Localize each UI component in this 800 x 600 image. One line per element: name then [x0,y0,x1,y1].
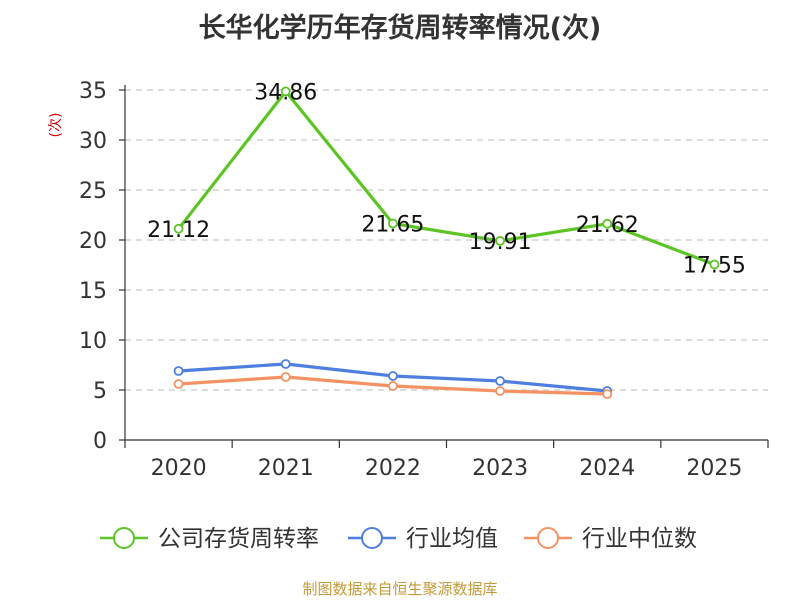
data-point [602,218,613,229]
data-label: 17.55 [683,254,746,279]
data-point [173,366,184,376]
y-tick-label: 0 [93,429,107,454]
data-point [280,359,291,369]
data-label: 21.12 [147,218,210,243]
legend-marker [537,527,559,549]
x-tick-label: 2020 [151,456,207,481]
data-point [173,379,184,389]
data-point [388,381,398,391]
legend-label: 行业中位数 [582,526,697,552]
data-point [495,235,505,246]
y-tick-label: 35 [79,79,107,104]
data-point [709,259,720,270]
source-note: 制图数据来自恒生聚源数据库 [302,580,498,598]
legend-label: 行业均值 [406,526,498,552]
legend-marker [361,527,383,549]
series-line-0 [177,89,715,266]
x-tick-label: 2021 [258,456,314,481]
data-point [280,86,291,97]
x-tick-label: 2025 [686,456,742,481]
data-point [495,386,505,396]
y-tick-label: 5 [93,379,107,404]
data-label: 21.62 [576,213,639,238]
data-label: 34.86 [254,80,317,105]
series-group [173,86,720,399]
x-tick-label: 2024 [579,456,635,481]
data-point [388,371,398,381]
y-tick-label: 10 [79,329,107,354]
chart-title: 长华化学历年存货周转率情况(次) [198,13,602,44]
y-axis-label: (次) [48,113,64,138]
data-label: 19.91 [469,230,532,255]
y-tick-label: 20 [79,229,107,254]
gridlines [125,89,768,391]
data-label: 21.65 [361,213,424,238]
legend-marker [113,527,135,549]
x-tick-label: 2023 [472,456,528,481]
data-labels: 21.12 34.86 21.65 19.91 21.62 17.55 [147,80,746,278]
data-point [602,389,613,399]
data-point [495,376,505,386]
y-tick-label: 15 [79,279,107,304]
legend-label: 公司存货周转率 [158,526,319,552]
y-tick-label: 30 [79,129,107,154]
legend: 公司存货周转率 行业均值 行业中位数 [100,526,697,552]
y-tick-label: 25 [79,179,107,204]
data-point [388,218,398,229]
x-tick-label: 2022 [365,456,421,481]
data-point [173,223,184,234]
data-point [280,372,291,382]
